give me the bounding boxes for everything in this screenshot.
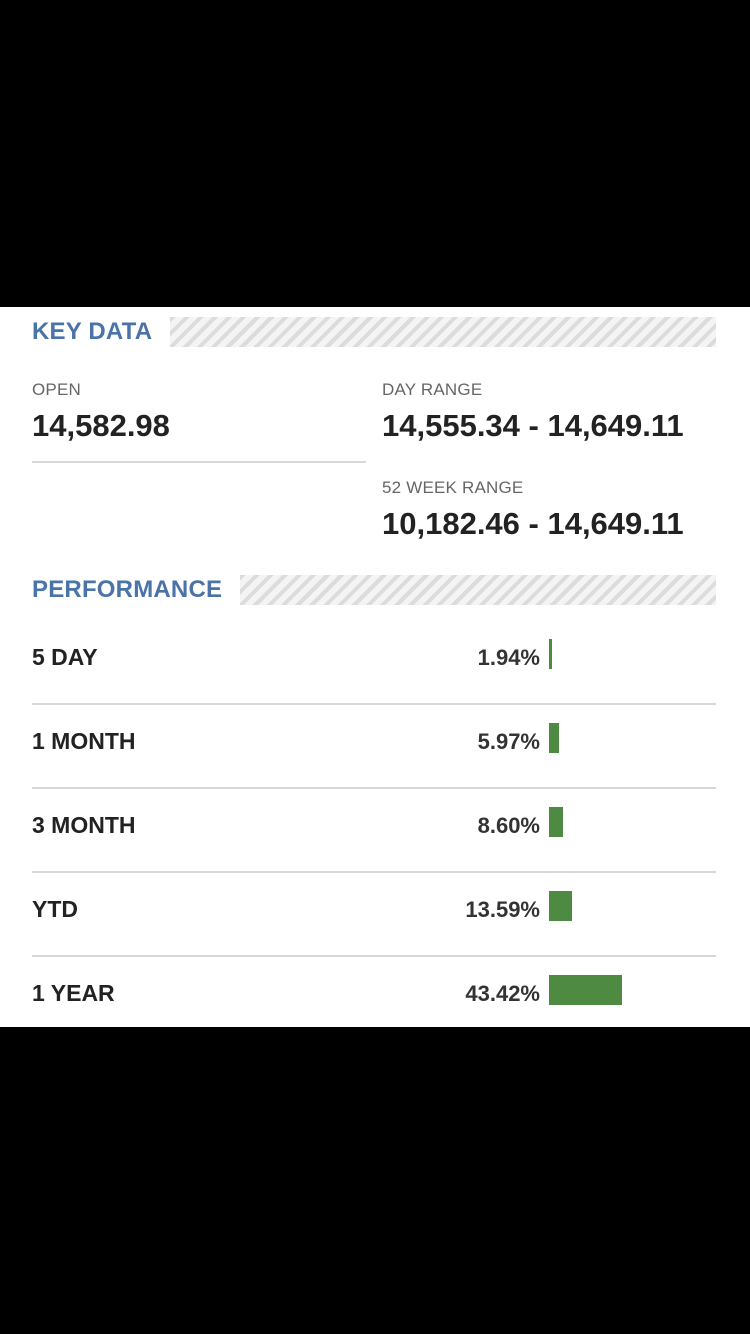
performance-row-value: 43.42%: [465, 981, 540, 1006]
performance-row-label: 1 MONTH: [32, 728, 136, 754]
performance-row: 1 MONTH 5.97%: [32, 703, 716, 787]
performance-row: 1 YEAR 43.42%: [32, 955, 716, 1039]
header-hatch-decoration: [240, 575, 716, 605]
key-data-title: KEY DATA: [32, 318, 153, 345]
week52-range-value: 10,182.46 - 14,649.11: [382, 506, 684, 541]
performance-row-value: 5.97%: [477, 729, 540, 754]
performance-row-label: 1 YEAR: [32, 980, 115, 1006]
header-hatch-decoration: [170, 317, 716, 347]
performance-row-value: 13.59%: [465, 897, 540, 922]
performance-bar: [549, 975, 622, 1005]
day-range-label: DAY RANGE: [382, 380, 483, 399]
performance-bar: [549, 723, 559, 753]
key-data-panel: KEY DATA OPEN 14,582.98 DAY RANGE 14,555…: [0, 307, 750, 1027]
week52-range-label: 52 WEEK RANGE: [382, 478, 524, 497]
performance-header: PERFORMANCE: [32, 575, 716, 605]
performance-row-label: YTD: [32, 896, 78, 922]
performance-row-label: 3 MONTH: [32, 812, 136, 838]
performance-row: 3 MONTH 8.60%: [32, 787, 716, 871]
performance-title: PERFORMANCE: [32, 576, 223, 603]
performance-row-label: 5 DAY: [32, 644, 98, 670]
performance-row-value: 8.60%: [477, 813, 540, 838]
performance-row-value: 1.94%: [477, 645, 540, 670]
performance-bar: [549, 807, 563, 837]
open-divider: [32, 461, 366, 463]
performance-row: YTD 13.59%: [32, 871, 716, 955]
performance-row: 5 DAY 1.94%: [32, 615, 716, 699]
performance-bar: [549, 891, 572, 921]
key-data-header: KEY DATA: [32, 317, 716, 347]
open-label: OPEN: [32, 380, 81, 399]
open-value: 14,582.98: [32, 408, 170, 443]
day-range-value: 14,555.34 - 14,649.11: [382, 408, 684, 443]
performance-bar: [549, 639, 552, 669]
